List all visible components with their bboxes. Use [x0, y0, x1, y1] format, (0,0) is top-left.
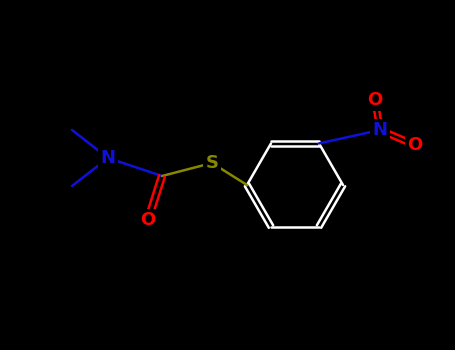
- Text: S: S: [206, 154, 218, 172]
- Text: O: O: [367, 91, 383, 109]
- Text: O: O: [407, 136, 423, 154]
- Text: N: N: [373, 121, 388, 139]
- Text: N: N: [101, 149, 116, 167]
- Text: O: O: [141, 211, 156, 229]
